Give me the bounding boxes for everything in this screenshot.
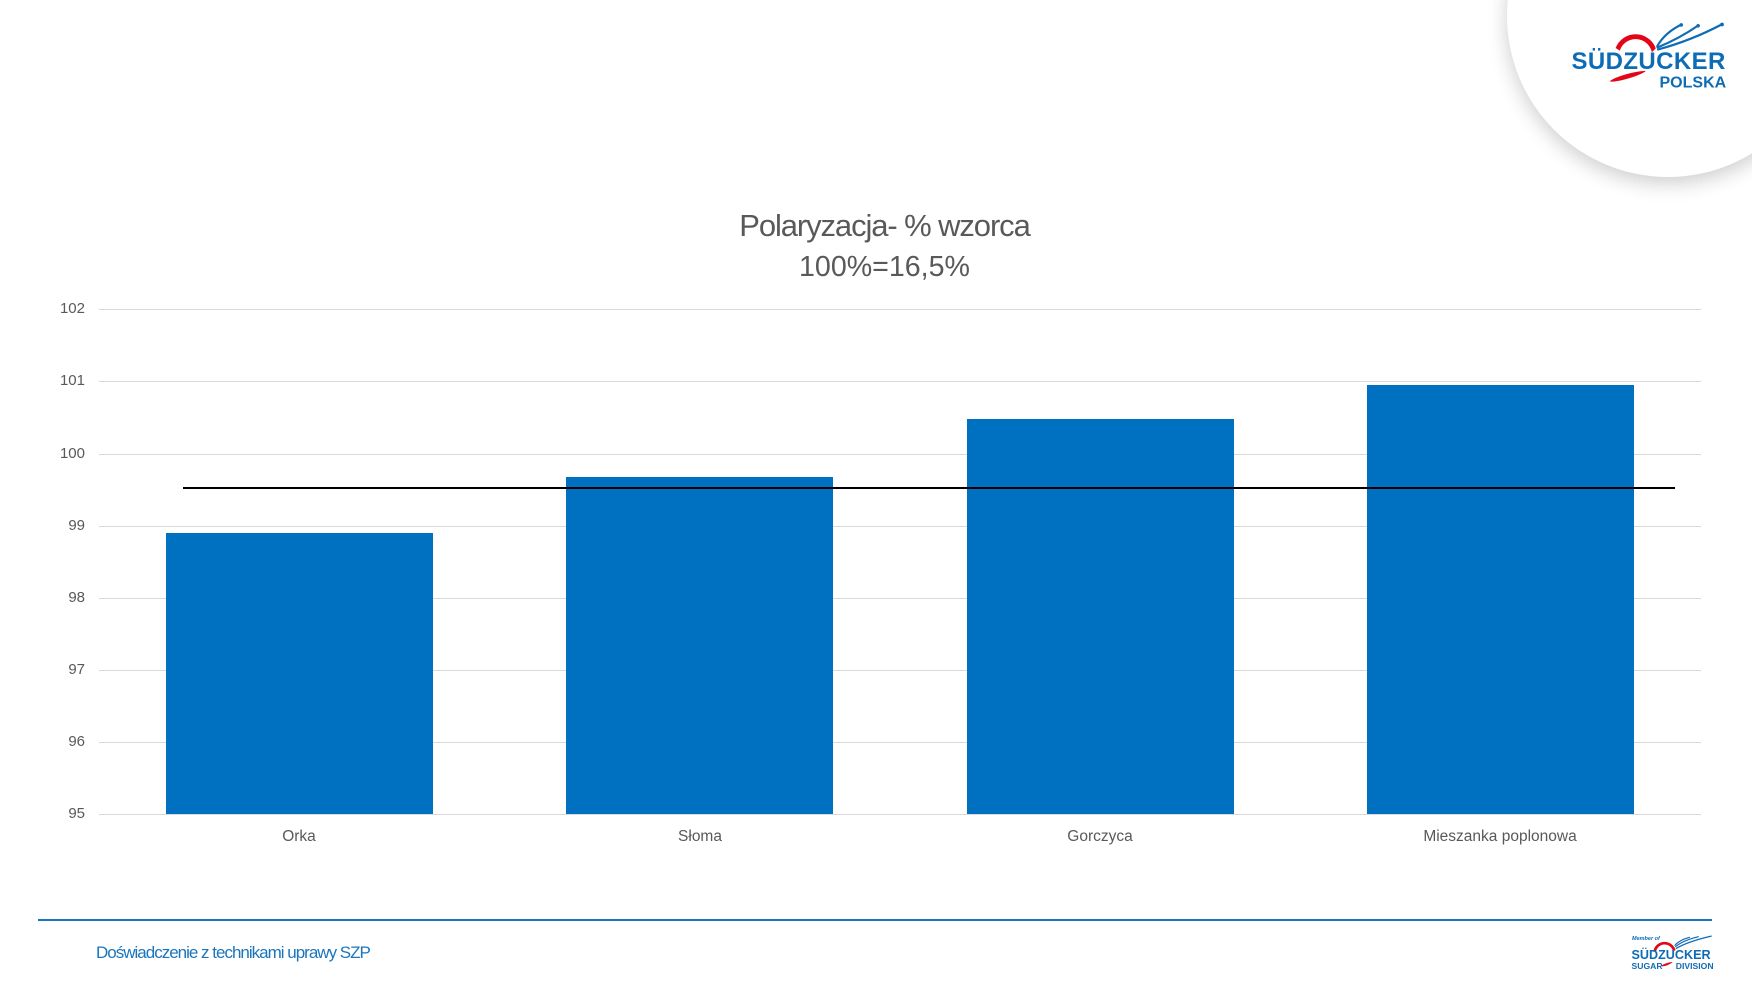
svg-text:DIVISION: DIVISION bbox=[1676, 961, 1714, 971]
svg-text:POLSKA: POLSKA bbox=[1660, 74, 1727, 91]
svg-text:Member of: Member of bbox=[1632, 936, 1661, 942]
svg-text:SÜDZUCKER: SÜDZUCKER bbox=[1572, 48, 1726, 75]
svg-text:SUGAR: SUGAR bbox=[1632, 961, 1664, 971]
svg-text:SÜDZUCKER: SÜDZUCKER bbox=[1632, 947, 1711, 962]
